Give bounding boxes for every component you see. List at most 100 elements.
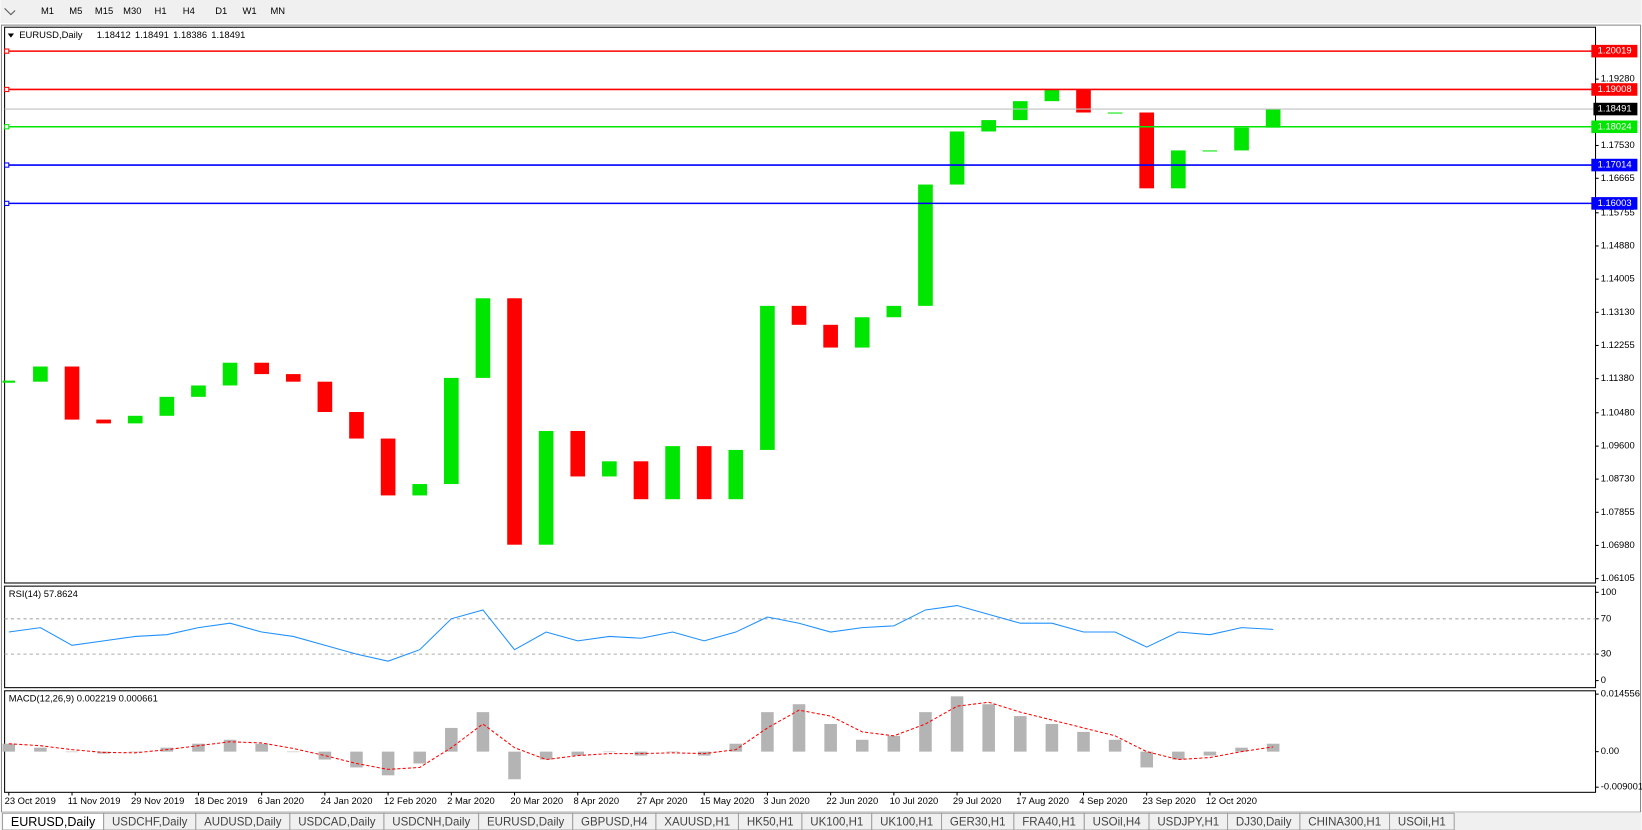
timeframe-button[interactable]: H1 <box>155 5 167 16</box>
tab[interactable]: USDCAD,Daily <box>289 812 385 830</box>
tab[interactable]: DJ30,Daily <box>1227 812 1301 830</box>
y-tick-label: 1.17530 <box>1601 139 1635 150</box>
tab[interactable]: USOil,H1 <box>1388 812 1455 830</box>
tab[interactable]: USDCHF,Daily <box>103 812 197 830</box>
tab-label: AUDUSD,Daily <box>204 817 282 829</box>
tab[interactable]: FRA40,H1 <box>1013 812 1085 830</box>
panel-title: RSI(14) 57.8624 <box>9 588 78 599</box>
y-tick-label: 1.16665 <box>1601 172 1635 183</box>
tab[interactable]: AUDUSD,Daily <box>195 812 291 830</box>
date-label: 20 Mar 2020 <box>510 795 563 806</box>
timeframe-button[interactable]: M15 <box>95 5 113 16</box>
y-tick-label: 1.08730 <box>1601 473 1635 484</box>
tab-label: UK100,H1 <box>810 817 863 829</box>
candle <box>696 446 712 500</box>
tab-label: XAUUSD,H1 <box>664 817 730 829</box>
tab-label: CHINA300,H1 <box>1308 817 1381 829</box>
date-label: 15 May 2020 <box>700 795 754 806</box>
candle <box>886 305 902 318</box>
level-label: 1.20019 <box>1598 45 1632 56</box>
tab[interactable]: EURUSD,Daily <box>1 812 105 830</box>
candle <box>475 298 491 378</box>
tab[interactable]: XAUUSD,H1 <box>655 812 740 830</box>
level-handle[interactable] <box>4 162 10 168</box>
candle <box>602 461 617 477</box>
tab-label: USOil,H4 <box>1093 817 1142 829</box>
tab[interactable]: USDCNH,Daily <box>383 812 480 830</box>
level-handle[interactable] <box>4 48 10 54</box>
macd-bar <box>1266 743 1280 752</box>
timeframe-button[interactable]: M30 <box>123 5 141 16</box>
tab[interactable]: USDJPY,H1 <box>1148 812 1229 830</box>
candle <box>222 362 238 386</box>
timeframe-button[interactable]: M5 <box>69 5 82 16</box>
date-label: 8 Apr 2020 <box>574 795 620 806</box>
level-handle[interactable] <box>4 200 10 207</box>
date-label: 11 Nov 2019 <box>68 795 121 806</box>
y-tick-label: 1.06980 <box>1601 539 1635 550</box>
level-tag <box>1591 197 1638 210</box>
y-tick-label: 0.014556 <box>1601 688 1640 699</box>
timeframe-button[interactable]: W1 <box>242 5 256 16</box>
candle <box>1012 101 1028 121</box>
date-label: 18 Dec 2019 <box>194 795 247 806</box>
macd-bar <box>65 751 79 753</box>
tab-label: EURUSD,Daily <box>487 817 565 829</box>
macd-bar <box>887 735 901 752</box>
macd-bar <box>1077 731 1090 752</box>
timeframe-button[interactable]: M1 <box>41 5 54 16</box>
macd-bar <box>603 751 616 753</box>
macd-bar <box>855 739 869 752</box>
tool-icon[interactable] <box>4 8 16 16</box>
date-label: 12 Oct 2020 <box>1206 795 1257 806</box>
timeframe-button[interactable]: H4 <box>183 5 195 16</box>
date-label: 12 Feb 2020 <box>384 795 437 806</box>
tab[interactable]: EURUSD,Daily <box>478 812 574 830</box>
candle <box>760 305 775 450</box>
tab[interactable]: GBPUSD,H4 <box>572 812 657 830</box>
macd-bar <box>223 739 237 752</box>
tab-label: FRA40,H1 <box>1022 817 1076 829</box>
macd-bar <box>1140 751 1153 768</box>
tab[interactable]: UK100,H1 <box>871 812 943 830</box>
timeframe-button[interactable]: D1 <box>215 5 227 16</box>
level-handle[interactable] <box>4 86 10 93</box>
tab[interactable]: UK100,H1 <box>801 812 873 830</box>
tab[interactable]: GER30,H1 <box>940 812 1015 830</box>
panel-title: EURUSD,Daily <box>19 29 83 40</box>
level-label: 1.19008 <box>1598 83 1632 94</box>
macd-bar <box>508 751 521 780</box>
last-price-label: 1.18491 <box>1598 103 1632 114</box>
date-label: 23 Oct 2019 <box>5 795 56 806</box>
candle <box>1234 127 1249 151</box>
macd-bar <box>2 743 16 752</box>
tab[interactable]: CHINA300,H1 <box>1299 812 1391 830</box>
ohlc-value: 1.18491 <box>211 29 245 40</box>
y-tick-label: 1.10480 <box>1601 406 1635 417</box>
candle <box>1202 150 1218 152</box>
y-tick-label: 1.15755 <box>1601 206 1635 217</box>
y-tick-label: 0.00 <box>1601 745 1619 756</box>
tab[interactable]: HK50,H1 <box>737 812 803 830</box>
macd-panel <box>4 690 1597 793</box>
candle <box>1107 112 1123 114</box>
y-tick-label: 1.07855 <box>1601 506 1635 517</box>
y-tick-label: 1.19280 <box>1601 73 1635 84</box>
date-label: 29 Jul 2020 <box>953 795 1002 806</box>
candle <box>823 324 838 348</box>
date-label: 6 Jan 2020 <box>257 795 304 806</box>
candle <box>665 446 680 500</box>
tab-label: GBPUSD,H4 <box>581 817 648 829</box>
macd-bar <box>982 704 995 752</box>
level-handle[interactable] <box>4 124 10 130</box>
date-label: 10 Jul 2020 <box>890 795 939 806</box>
candle <box>728 449 744 500</box>
candle <box>791 305 807 325</box>
y-tick-label: -0.009001 <box>1601 781 1642 792</box>
tab[interactable]: USOil,H4 <box>1083 812 1150 830</box>
timeframe-button[interactable]: MN <box>270 5 285 16</box>
candle <box>538 430 554 545</box>
candle <box>127 415 143 424</box>
